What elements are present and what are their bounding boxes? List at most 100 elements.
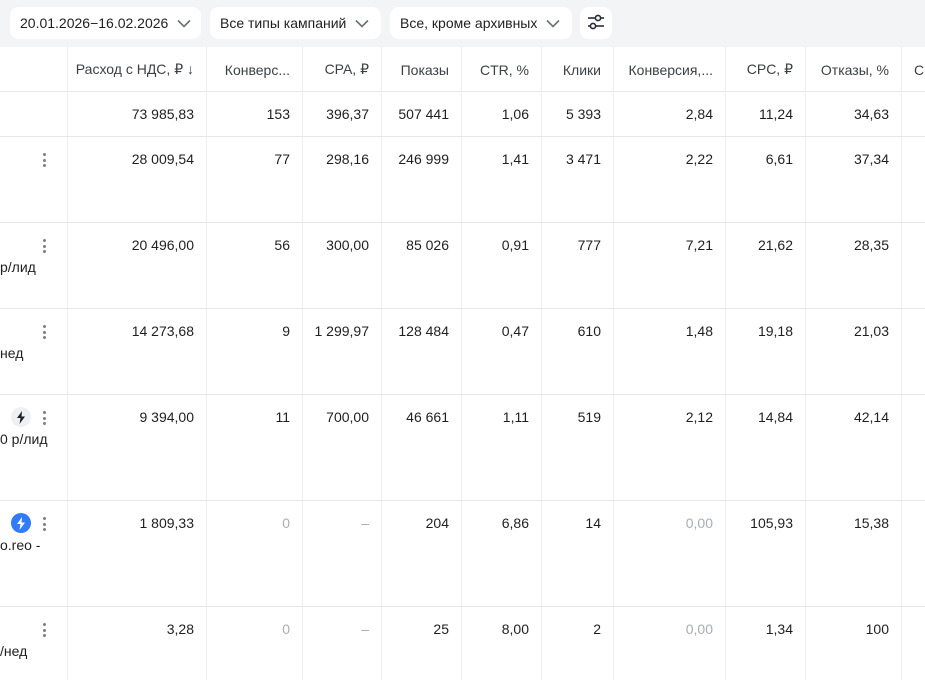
- table-cell: –: [303, 607, 382, 680]
- table-cell: 298,16: [303, 137, 382, 222]
- table-cell: 73 985,83: [68, 92, 207, 136]
- lightning-icon: [11, 513, 31, 533]
- table-cell: 519: [542, 395, 614, 500]
- table-cell: 507 441: [382, 92, 462, 136]
- table-row[interactable]: р/лид 20 496,00 56 300,00 85 026 0,91 77…: [0, 223, 925, 309]
- table-cell: [902, 137, 925, 222]
- table-cell: 2: [542, 607, 614, 680]
- totals-row: 73 985,83 153 396,37 507 441 1,06 5 393 …: [0, 92, 925, 137]
- table-cell: 14,84: [726, 395, 806, 500]
- campaign-name[interactable]: нед: [0, 345, 24, 361]
- campaign-name[interactable]: 0 р/лид: [0, 431, 48, 447]
- campaign-types-label: Все типы кампаний: [220, 15, 347, 31]
- kebab-menu-icon[interactable]: [38, 237, 50, 255]
- chevron-down-icon: [176, 15, 191, 31]
- table-cell: 0,47: [462, 309, 542, 394]
- header-name-column: [0, 47, 68, 92]
- kebab-menu-icon[interactable]: [38, 515, 50, 533]
- table-cell: 0,00: [614, 607, 726, 680]
- table-row[interactable]: 28 009,54 77 298,16 246 999 1,41 3 471 2…: [0, 137, 925, 223]
- table-cell: 21,62: [726, 223, 806, 308]
- campaign-name-cell: 0 р/лид: [0, 395, 68, 500]
- campaign-name[interactable]: /нед: [0, 643, 28, 659]
- table-cell: [902, 501, 925, 606]
- kebab-menu-icon[interactable]: [38, 409, 50, 427]
- kebab-menu-icon[interactable]: [38, 151, 50, 169]
- campaign-types-select[interactable]: Все типы кампаний: [210, 7, 381, 39]
- header-ctr[interactable]: CTR, %: [462, 47, 542, 92]
- table-cell: 28,35: [806, 223, 902, 308]
- kebab-menu-icon[interactable]: [38, 621, 50, 639]
- chevron-down-icon: [354, 15, 370, 31]
- table-cell: 700,00: [303, 395, 382, 500]
- table-row[interactable]: o.reo - 1 809,33 0 – 204 6,86 14 0,00 10…: [0, 501, 925, 607]
- table-cell: [902, 395, 925, 500]
- table-cell: 11: [207, 395, 303, 500]
- header-bounce-rate[interactable]: Отказы, %: [806, 47, 902, 92]
- table-cell: 204: [382, 501, 462, 606]
- table-cell: 8,00: [462, 607, 542, 680]
- table-row[interactable]: /нед 3,28 0 – 25 8,00 2 0,00 1,34 100: [0, 607, 925, 680]
- table-cell: [902, 309, 925, 394]
- table-cell: 11,24: [726, 92, 806, 136]
- filter-settings-button[interactable]: [580, 7, 612, 39]
- header-impressions[interactable]: Показы: [382, 47, 462, 92]
- totals-name-cell: [0, 92, 68, 136]
- table-cell: 42,14: [806, 395, 902, 500]
- table-cell: 37,34: [806, 137, 902, 222]
- table-cell: 3,28: [68, 607, 207, 680]
- table-cell: [902, 223, 925, 308]
- table-cell: 610: [542, 309, 614, 394]
- table-cell: 0,00: [614, 501, 726, 606]
- table-cell: [902, 607, 925, 680]
- table-cell: 3 471: [542, 137, 614, 222]
- table-cell: 2,84: [614, 92, 726, 136]
- filter-toolbar: 20.01.2026−16.02.2026 Все типы кампаний …: [0, 0, 925, 47]
- table-cell: 21,03: [806, 309, 902, 394]
- table-cell: 1 299,97: [303, 309, 382, 394]
- archive-filter-select[interactable]: Все, кроме архивных: [390, 7, 572, 39]
- table-cell: 28 009,54: [68, 137, 207, 222]
- table-row[interactable]: 0 р/лид 9 394,00 11 700,00 46 661 1,11 5…: [0, 395, 925, 501]
- table-cell: 2,12: [614, 395, 726, 500]
- header-cpa[interactable]: CPA, ₽: [303, 47, 382, 92]
- table-cell: 1,34: [726, 607, 806, 680]
- table-cell: 7,21: [614, 223, 726, 308]
- table-cell: 0,91: [462, 223, 542, 308]
- kebab-menu-icon[interactable]: [38, 323, 50, 341]
- table-cell: 1,48: [614, 309, 726, 394]
- archive-filter-label: Все, кроме архивных: [400, 15, 538, 31]
- table-cell: 56: [207, 223, 303, 308]
- table-cell: 20 496,00: [68, 223, 207, 308]
- header-clicks[interactable]: Клики: [542, 47, 614, 92]
- table-cell: 9: [207, 309, 303, 394]
- table-cell: 5 393: [542, 92, 614, 136]
- header-cpc[interactable]: CPC, ₽: [726, 47, 806, 92]
- table-row[interactable]: нед 14 273,68 9 1 299,97 128 484 0,47 61…: [0, 309, 925, 395]
- date-range-label: 20.01.2026−16.02.2026: [20, 15, 169, 31]
- table-cell: 105,93: [726, 501, 806, 606]
- campaign-name[interactable]: o.reo -: [0, 537, 41, 553]
- campaign-name[interactable]: р/лид: [0, 259, 36, 275]
- table-cell: –: [303, 501, 382, 606]
- table-cell: 25: [382, 607, 462, 680]
- table-cell: 77: [207, 137, 303, 222]
- table-cell: 246 999: [382, 137, 462, 222]
- table-cell: 128 484: [382, 309, 462, 394]
- table-cell: 0: [207, 501, 303, 606]
- table-cell: 1,41: [462, 137, 542, 222]
- table-cell: [902, 92, 925, 136]
- header-conversions[interactable]: Конверс...: [207, 47, 303, 92]
- table-cell: 46 661: [382, 395, 462, 500]
- table-cell: 396,37: [303, 92, 382, 136]
- table-cell: 1,06: [462, 92, 542, 136]
- header-conversion-rate[interactable]: Конверсия,...: [614, 47, 726, 92]
- lightning-icon: [11, 407, 31, 427]
- campaign-name-cell: /нед: [0, 607, 68, 680]
- table-cell: 9 394,00: [68, 395, 207, 500]
- date-range-select[interactable]: 20.01.2026−16.02.2026: [10, 7, 201, 39]
- table-cell: 14 273,68: [68, 309, 207, 394]
- header-avg[interactable]: Ср: [914, 61, 925, 78]
- chevron-down-icon: [545, 15, 561, 31]
- header-expense[interactable]: Расход с НДС, ₽ ↓: [68, 47, 207, 92]
